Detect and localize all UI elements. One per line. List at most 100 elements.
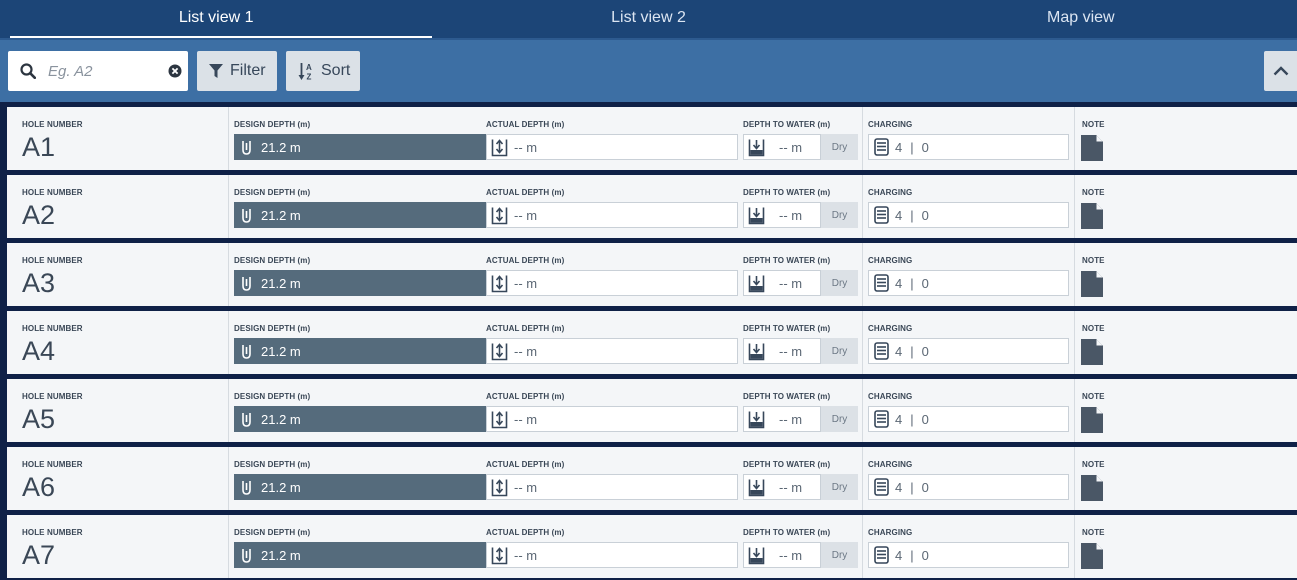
column-divider — [228, 515, 229, 578]
hole-number-label: HOLE NUMBER — [22, 188, 83, 197]
svg-text:Z: Z — [307, 72, 312, 81]
actual-depth-icon — [491, 478, 508, 496]
actual-depth-input[interactable]: -- m — [486, 542, 738, 568]
hole-number-label: HOLE NUMBER — [22, 324, 83, 333]
design-depth-label: DESIGN DEPTH (m) — [234, 460, 311, 469]
actual-depth-input[interactable]: -- m — [486, 474, 738, 500]
depth-to-water-input[interactable]: -- m — [743, 202, 821, 228]
charging-label: CHARGING — [868, 256, 913, 265]
design-depth-field: 21.2 m — [234, 406, 486, 432]
charging-count-b: 0 — [921, 479, 929, 495]
actual-depth-unit: m — [526, 139, 538, 155]
dry-button[interactable]: Dry — [821, 474, 858, 500]
water-depth-icon — [748, 547, 765, 564]
depth-to-water-input[interactable]: -- m — [743, 134, 821, 160]
depth-to-water-label: DEPTH TO WATER (m) — [743, 120, 831, 129]
actual-depth-unit: m — [526, 547, 538, 563]
design-depth-value: 21.2 m — [261, 207, 301, 223]
hole-number-label: HOLE NUMBER — [22, 256, 83, 265]
charging-field[interactable]: 4 | 0 — [868, 202, 1069, 228]
charging-field[interactable]: 4 | 0 — [868, 542, 1069, 568]
depth-to-water-unit: m — [791, 479, 803, 495]
water-depth-icon — [748, 275, 765, 292]
depth-to-water-value: -- — [779, 139, 788, 155]
depth-to-water-value: -- — [779, 343, 788, 359]
actual-depth-value: -- — [514, 547, 523, 563]
column-divider — [1074, 515, 1075, 578]
actual-depth-icon — [491, 206, 508, 224]
dry-button[interactable]: Dry — [821, 542, 858, 568]
note-file-icon[interactable] — [1081, 407, 1103, 433]
note-file-icon[interactable] — [1081, 543, 1103, 569]
note-file-icon[interactable] — [1081, 135, 1103, 161]
dry-button[interactable]: Dry — [821, 134, 858, 160]
charging-field[interactable]: 4 | 0 — [868, 134, 1069, 160]
actual-depth-input[interactable]: -- m — [486, 406, 738, 432]
depth-to-water-value: -- — [779, 479, 788, 495]
actual-depth-input[interactable]: -- m — [486, 270, 738, 296]
charging-label: CHARGING — [868, 120, 913, 129]
charging-label: CHARGING — [868, 528, 913, 537]
depth-probe-icon — [242, 548, 251, 563]
depth-to-water-input[interactable]: -- m — [743, 338, 821, 364]
charging-count-b: 0 — [921, 343, 929, 359]
clear-icon[interactable] — [167, 63, 183, 79]
actual-depth-label: ACTUAL DEPTH (m) — [486, 256, 565, 265]
charging-stack-icon — [874, 410, 889, 428]
depth-to-water-label: DEPTH TO WATER (m) — [743, 188, 831, 197]
depth-to-water-value: -- — [779, 207, 788, 223]
filter-button[interactable]: Filter — [197, 51, 277, 91]
dry-button[interactable]: Dry — [821, 270, 858, 296]
design-depth-label: DESIGN DEPTH (m) — [234, 120, 311, 129]
collapse-button[interactable] — [1264, 51, 1297, 91]
design-depth-value: 21.2 m — [261, 411, 301, 427]
design-depth-field: 21.2 m — [234, 202, 486, 228]
depth-probe-icon — [242, 208, 251, 223]
actual-depth-unit: m — [526, 207, 538, 223]
sort-alpha-icon: A Z — [298, 62, 312, 81]
charging-field[interactable]: 4 | 0 — [868, 474, 1069, 500]
tab-list-view-2[interactable]: List view 2 — [611, 9, 686, 26]
charging-count-a: 4 — [895, 547, 903, 563]
svg-text:A: A — [306, 63, 312, 72]
charging-field[interactable]: 4 | 0 — [868, 406, 1069, 432]
tab-divider — [0, 38, 1297, 40]
dry-button[interactable]: Dry — [821, 406, 858, 432]
hole-number-value: A1 — [22, 132, 56, 162]
charging-count-b: 0 — [921, 139, 929, 155]
filter-icon — [209, 63, 223, 78]
dry-button[interactable]: Dry — [821, 202, 858, 228]
column-divider — [228, 175, 229, 238]
actual-depth-input[interactable]: -- m — [486, 338, 738, 364]
tab-list-view-1[interactable]: List view 1 — [0, 0, 433, 38]
search-box — [8, 51, 188, 91]
actual-depth-value: -- — [514, 275, 523, 291]
charging-field[interactable]: 4 | 0 — [868, 338, 1069, 364]
actual-depth-input[interactable]: -- m — [486, 134, 738, 160]
actual-depth-input[interactable]: -- m — [486, 202, 738, 228]
note-file-icon[interactable] — [1081, 271, 1103, 297]
charging-count-a: 4 — [895, 411, 903, 427]
column-divider — [1074, 243, 1075, 306]
sort-button[interactable]: A Z Sort — [286, 51, 360, 91]
depth-to-water-input[interactable]: -- m — [743, 474, 821, 500]
actual-depth-label: ACTUAL DEPTH (m) — [486, 120, 565, 129]
charging-count-b: 0 — [921, 275, 929, 291]
note-file-icon[interactable] — [1081, 203, 1103, 229]
charging-field[interactable]: 4 | 0 — [868, 270, 1069, 296]
design-depth-label: DESIGN DEPTH (m) — [234, 324, 311, 333]
dry-button[interactable]: Dry — [821, 338, 858, 364]
column-divider — [862, 311, 863, 374]
note-file-icon[interactable] — [1081, 475, 1103, 501]
note-file-icon[interactable] — [1081, 339, 1103, 365]
depth-to-water-input[interactable]: -- m — [743, 406, 821, 432]
actual-depth-label: ACTUAL DEPTH (m) — [486, 528, 565, 537]
tab-map-view[interactable]: Map view — [1047, 9, 1115, 26]
actual-depth-value: -- — [514, 207, 523, 223]
depth-to-water-input[interactable]: -- m — [743, 270, 821, 296]
design-depth-label: DESIGN DEPTH (m) — [234, 256, 311, 265]
search-input[interactable] — [48, 60, 156, 82]
design-depth-field: 21.2 m — [234, 338, 486, 364]
hole-row: HOLE NUMBER A3 DESIGN DEPTH (m) 21.2 m A… — [7, 243, 1297, 306]
depth-to-water-input[interactable]: -- m — [743, 542, 821, 568]
